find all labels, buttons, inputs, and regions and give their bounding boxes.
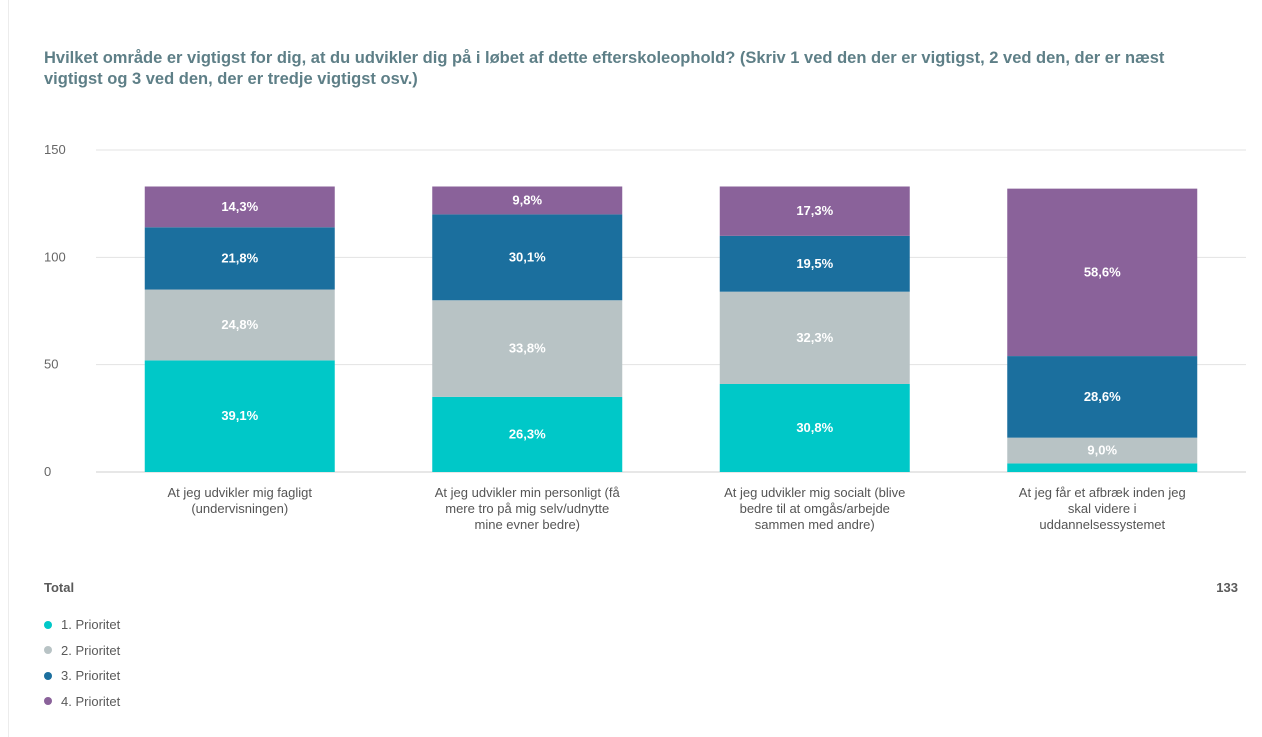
legend-dot-icon	[44, 697, 52, 706]
y-tick-label: 50	[44, 357, 58, 372]
legend-label: 1. Prioritet	[61, 617, 121, 633]
x-category-label-line: At jeg udvikler min personligt (få	[434, 485, 620, 500]
bar-segment[interactable]	[432, 396, 623, 472]
data-label: 19,5%	[796, 256, 833, 271]
x-category-label: At jeg udvikler mig fagligt (undervisning…	[125, 485, 355, 517]
total-label: Total	[44, 580, 75, 595]
x-category-label-line: bedre til at omgås/arbejde	[739, 501, 890, 516]
data-label: 26,3%	[509, 426, 546, 441]
legend-label: 2. Prioritet	[61, 642, 121, 658]
legend-dot-icon	[44, 620, 52, 629]
data-label: 21,8%	[221, 250, 258, 265]
legend-item-2[interactable]: 2. Prioritet	[44, 638, 120, 664]
data-label: 9,0%	[1087, 443, 1117, 458]
legend-dot-icon	[44, 671, 52, 680]
bar-segment[interactable]	[432, 214, 623, 301]
legend-item-3[interactable]: 3. Prioritet	[44, 663, 120, 689]
total-value: 133	[1216, 580, 1238, 595]
data-label: 32,3%	[796, 330, 833, 345]
legend-dot-icon	[44, 646, 52, 655]
data-label: 30,8%	[796, 420, 833, 435]
y-tick-label: 100	[44, 249, 66, 264]
bar-segment[interactable]	[719, 291, 910, 384]
data-label: 24,8%	[221, 317, 258, 332]
bar-segment[interactable]	[1007, 188, 1198, 357]
legend-item-4[interactable]: 4. Prioritet	[44, 689, 120, 715]
data-label: 39,1%	[221, 408, 258, 423]
x-category-label-line: At jeg udvikler mig fagligt	[167, 485, 312, 500]
bar-segment[interactable]	[719, 383, 910, 472]
bar-segment[interactable]	[719, 186, 910, 236]
data-label: 58,6%	[1084, 264, 1121, 279]
x-category-label: At jeg får et afbræk inden jeg skal vider…	[987, 485, 1217, 533]
bar-segment[interactable]	[432, 300, 623, 397]
x-category-label: At jeg udvikler min personligt (få mere t…	[412, 485, 642, 533]
bar-segment[interactable]	[1007, 463, 1198, 472]
bar-segment[interactable]	[719, 235, 910, 292]
x-category-label: At jeg udvikler mig socialt (blive bedre …	[700, 485, 930, 533]
bar-segment[interactable]	[144, 186, 335, 228]
x-category-label-line: At jeg udvikler mig socialt (blive	[724, 485, 906, 500]
data-label: 28,6%	[1084, 389, 1121, 404]
x-category-label-line: skal videre i	[1067, 501, 1137, 516]
bar-segment[interactable]	[144, 227, 335, 290]
x-category-label-line: (undervisningen)	[191, 501, 289, 516]
data-label: 17,3%	[796, 203, 833, 218]
x-category-label-line: mine evner bedre)	[474, 517, 581, 532]
bar-segment[interactable]	[1007, 437, 1198, 464]
legend-label: 4. Prioritet	[61, 693, 121, 709]
chart-title: Hvilket område er vigtigst for dig, at d…	[44, 49, 1165, 88]
x-category-label-line: mere tro på mig selv/udnytte	[445, 501, 610, 516]
x-category-label-line: At jeg får et afbræk inden jeg	[1018, 485, 1186, 500]
legend-item-1[interactable]: 1. Prioritet	[44, 612, 120, 638]
bar-segment[interactable]	[144, 360, 335, 472]
legend-label: 3. Prioritet	[61, 668, 121, 684]
bar-segment[interactable]	[1007, 356, 1198, 438]
x-category-label-line: uddannelsessystemet	[1039, 517, 1166, 532]
bars: 39,1% 24,8% 21,8% 14,3% 26,3% 33,8% 30,1% 9,8% 3…	[144, 186, 1198, 472]
data-label: 30,1%	[509, 249, 546, 264]
data-label: 33,8%	[509, 341, 546, 356]
bar-segment[interactable]	[144, 289, 335, 361]
y-tick-label: 150	[44, 142, 66, 157]
data-label: 14,3%	[221, 199, 258, 214]
y-tick-label: 0	[44, 464, 51, 479]
x-category-label-line: sammen med andre)	[754, 517, 875, 532]
legend: 1. Prioritet 2. Prioritet 3. Prioritet 4…	[44, 612, 120, 714]
data-label: 9,8%	[512, 192, 542, 207]
bar-segment[interactable]	[432, 186, 623, 215]
left-divider	[8, 0, 9, 737]
